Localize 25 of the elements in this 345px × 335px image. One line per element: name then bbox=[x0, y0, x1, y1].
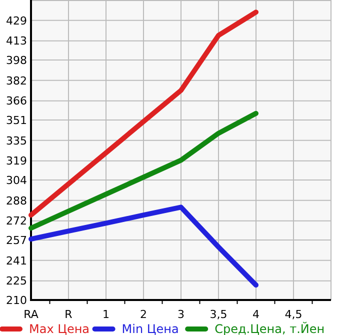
y-tick-label: 382 bbox=[6, 74, 27, 88]
y-tick-label: 304 bbox=[6, 174, 27, 187]
x-tick-label: 3 bbox=[178, 308, 184, 321]
x-tick-label: 2 bbox=[140, 308, 147, 321]
x-tick-label: 1 bbox=[102, 308, 110, 321]
y-tick-label: 210 bbox=[6, 294, 27, 307]
x-tick-label: R bbox=[64, 308, 73, 321]
y-tick-label: 429 bbox=[6, 14, 27, 28]
y-tick-label: 366 bbox=[6, 94, 27, 108]
x-tick-label: 4 bbox=[252, 308, 260, 321]
y-tick-label: 351 bbox=[6, 114, 27, 127]
x-tick-label: 4,5 bbox=[284, 308, 302, 321]
y-tick-label: 335 bbox=[6, 134, 27, 148]
y-tick-label: 398 bbox=[6, 54, 27, 67]
x-tick-label: 3,5 bbox=[210, 308, 228, 321]
y-tick-label: 225 bbox=[6, 274, 27, 288]
y-tick-label: 241 bbox=[6, 254, 27, 268]
y-tick-label: 288 bbox=[6, 194, 27, 208]
y-tick-label: 257 bbox=[6, 234, 27, 247]
y-tick-label: 272 bbox=[6, 214, 27, 228]
legend-label: Min Цена bbox=[122, 322, 179, 335]
y-tick-label: 413 bbox=[6, 34, 27, 48]
y-tick-label: 319 bbox=[6, 154, 27, 168]
x-tick-label: RA bbox=[24, 308, 39, 321]
legend-label: Max Цена bbox=[29, 322, 90, 335]
